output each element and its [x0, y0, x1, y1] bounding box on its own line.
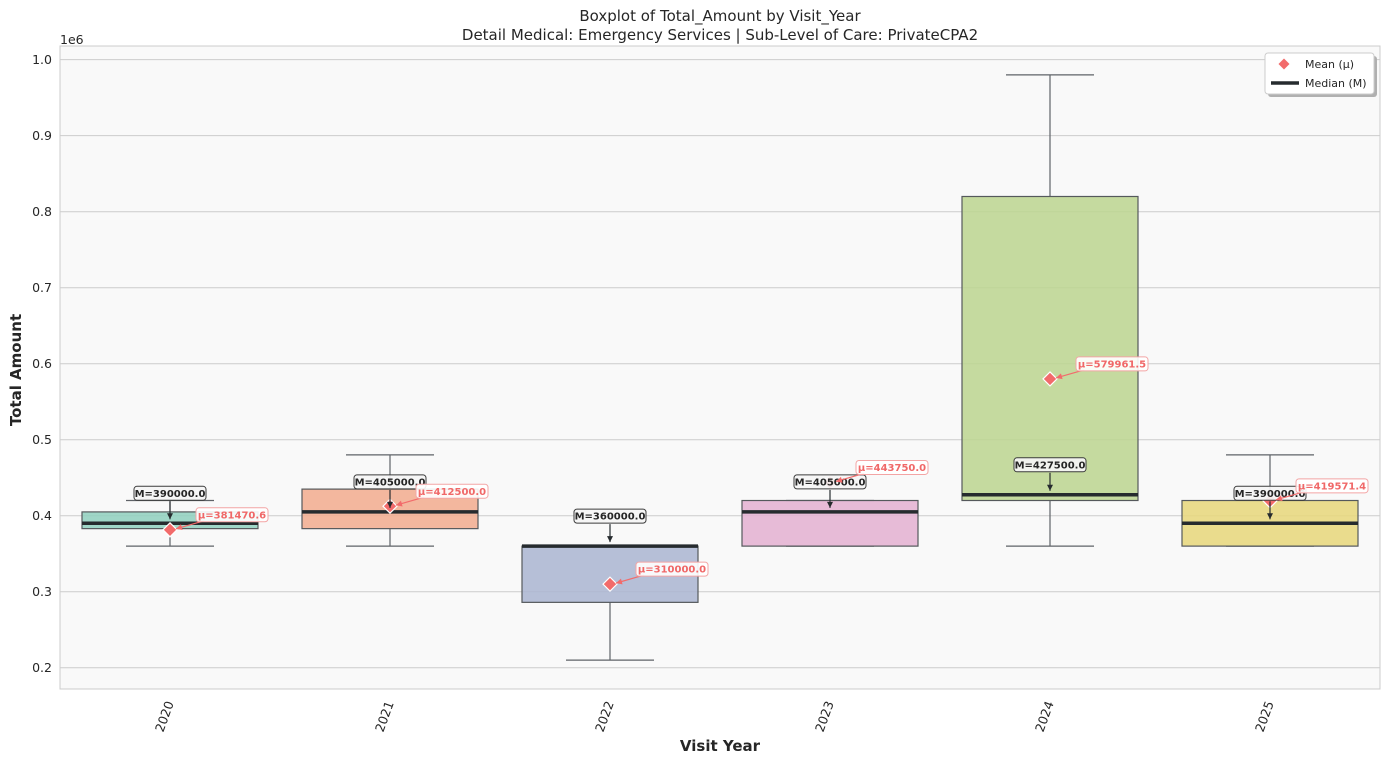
mean-arrow-head — [616, 578, 623, 585]
mean-arrow-head — [396, 500, 403, 507]
mean-label-box — [635, 561, 709, 577]
median-label-text: M=405000.0 — [355, 478, 426, 489]
median-arrow — [1047, 472, 1053, 491]
median-label: M=405000.0 — [353, 474, 427, 490]
legend-label: Median (M) — [1305, 77, 1367, 90]
mean-label-text: μ=579961.5 — [1078, 360, 1146, 371]
median-arrow — [167, 501, 173, 520]
mean-label-box — [855, 459, 929, 475]
median-label: M=390000.0 — [133, 485, 207, 501]
mean-label-text: μ=419571.4 — [1298, 481, 1366, 492]
median-arrow-head — [167, 513, 173, 520]
y-tick-label: 0.5 — [32, 432, 52, 447]
box-2024 — [961, 74, 1139, 547]
y-tick-label: 0.3 — [32, 584, 52, 599]
median-arrow — [1267, 501, 1273, 520]
mean-label: μ=381470.6 — [195, 507, 269, 523]
grid-lines — [60, 59, 1380, 669]
y-tick-label: 0.6 — [32, 356, 52, 371]
mean-label-box — [1075, 356, 1149, 372]
iqr-box — [741, 499, 919, 547]
median-arrow-head — [607, 536, 613, 543]
legend-label: Mean (μ) — [1305, 58, 1354, 71]
x-tick-label: 2021 — [372, 699, 397, 734]
y-tick-label: 0.4 — [32, 508, 52, 523]
mean-marker — [162, 521, 178, 538]
mean-label: μ=310000.0 — [635, 561, 709, 577]
median-arrow — [607, 524, 613, 543]
mean-label-text: μ=443750.0 — [858, 463, 926, 474]
mean-arrow-head — [1276, 495, 1283, 502]
plot-area — [59, 45, 1381, 690]
mean-label-text: μ=310000.0 — [638, 565, 706, 576]
y-tick-label: 0.2 — [32, 660, 52, 675]
median-label-box — [353, 474, 427, 490]
mean-label: μ=412500.0 — [415, 483, 489, 499]
median-arrow — [387, 489, 393, 508]
x-axis-label: Visit Year — [680, 737, 761, 755]
legend: Mean (μ) Median (M) — [1264, 52, 1377, 97]
median-arrow — [827, 489, 833, 508]
median-label: M=427500.0 — [1013, 457, 1087, 473]
mean-label: μ=419571.4 — [1295, 478, 1369, 494]
median-arrow-head — [387, 501, 393, 508]
mean-label-text: μ=412500.0 — [418, 487, 486, 498]
y-axis-ticks: 0.2 0.3 0.4 0.5 0.6 0.7 0.8 0.9 1.0 — [32, 52, 52, 675]
median-arrow-head — [1267, 513, 1273, 520]
x-tick-label: 2022 — [592, 699, 617, 734]
x-axis-ticks: 2020 2021 2022 2023 2024 2025 — [152, 699, 1277, 734]
median-label-text: M=405000.0 — [795, 478, 866, 489]
mean-arrow-head — [1056, 373, 1063, 380]
iqr-box — [961, 195, 1139, 502]
x-tick-label: 2023 — [812, 699, 837, 734]
x-tick-label: 2025 — [1252, 699, 1277, 734]
y-tick-label: 0.7 — [32, 280, 52, 295]
median-label: M=360000.0 — [573, 508, 647, 524]
median-arrow-head — [827, 501, 833, 508]
chart-subtitle: Detail Medical: Emergency Services | Sub… — [462, 26, 978, 44]
median-label-text: M=390000.0 — [1235, 489, 1306, 500]
y-axis-offset-label: 1e6 — [60, 32, 84, 47]
median-label: M=390000.0 — [1233, 485, 1307, 501]
annotations: M=390000.0μ=381470.6M=405000.0μ=412500.0… — [133, 356, 1369, 585]
mean-marker — [1042, 371, 1058, 387]
median-label-text: M=427500.0 — [1015, 460, 1086, 471]
y-tick-label: 1.0 — [32, 52, 52, 67]
y-axis-label: Total Amount — [7, 314, 25, 426]
mean-label-box — [415, 483, 489, 499]
median-label-text: M=360000.0 — [575, 512, 646, 523]
median-label-box — [573, 508, 647, 524]
mean-label: μ=579961.5 — [1075, 356, 1149, 372]
mean-marker — [602, 576, 618, 592]
median-arrow-head — [1047, 484, 1053, 491]
y-tick-label: 0.9 — [32, 128, 52, 143]
chart-title: Boxplot of Total_Amount by Visit_Year — [579, 7, 861, 26]
median-label-text: M=390000.0 — [135, 489, 206, 500]
mean-label: μ=443750.0 — [855, 459, 929, 475]
mean-arrow-head — [836, 476, 843, 483]
legend-mean-marker — [1278, 58, 1290, 70]
mean-label-box — [1295, 478, 1369, 494]
x-tick-label: 2020 — [152, 699, 177, 734]
median-label-box — [133, 485, 207, 501]
mean-label-text: μ=381470.6 — [198, 510, 266, 521]
y-tick-label: 0.8 — [32, 204, 52, 219]
x-tick-label: 2024 — [1032, 699, 1057, 734]
mean-label-box — [195, 507, 269, 523]
median-label: M=405000.0 — [793, 474, 867, 490]
mean-arrow-head — [176, 524, 183, 531]
median-label-box — [1013, 457, 1087, 473]
